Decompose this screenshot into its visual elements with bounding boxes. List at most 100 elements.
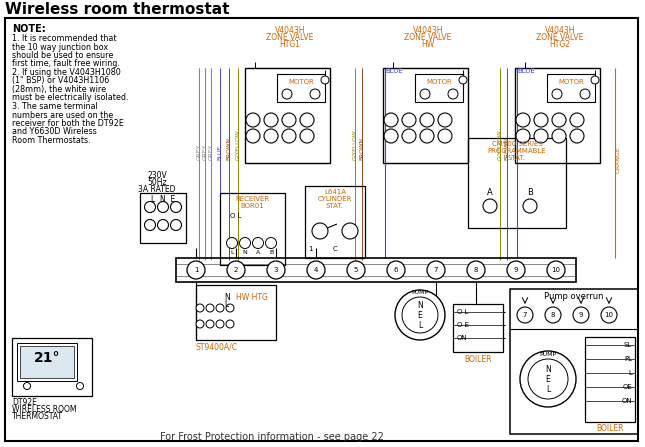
Circle shape [342,223,358,239]
Circle shape [267,261,285,279]
Circle shape [77,383,83,389]
Circle shape [438,113,452,127]
Text: BOR01: BOR01 [241,203,264,209]
Circle shape [347,261,365,279]
Text: BOILER: BOILER [596,424,624,433]
Text: 7: 7 [522,312,527,318]
Circle shape [196,320,204,328]
Circle shape [246,129,260,143]
Text: Room Thermostats.: Room Thermostats. [12,136,91,145]
Circle shape [384,129,398,143]
Circle shape [307,261,325,279]
Text: L  N  E: L N E [151,195,175,204]
Text: PUMP: PUMP [539,351,557,357]
Text: 4: 4 [314,267,318,273]
Circle shape [601,307,617,323]
Text: 1: 1 [308,246,312,252]
Text: L: L [418,320,422,329]
Text: 2: 2 [233,267,238,273]
Text: MOTOR: MOTOR [426,79,452,85]
Text: N: N [224,293,230,302]
Text: BLUE: BLUE [517,68,535,74]
Circle shape [144,202,155,212]
Text: 6: 6 [393,267,398,273]
Text: E: E [417,311,422,320]
Bar [196,285,276,340]
Bar [277,74,325,102]
Text: CYLINDER: CYLINDER [318,196,352,202]
Bar [220,193,285,265]
Text: STAT.: STAT. [508,155,526,161]
Circle shape [534,129,548,143]
Text: G/YELLOW: G/YELLOW [497,130,502,160]
Text: the 10 way junction box: the 10 way junction box [12,42,108,51]
Text: THERMOSTAT: THERMOSTAT [12,412,63,421]
Text: HW: HW [421,40,435,49]
Circle shape [528,359,568,399]
Text: B: B [269,250,273,255]
Bar [17,343,77,381]
Text: L: L [230,250,233,255]
Text: 9: 9 [579,312,583,318]
Text: (28mm), the white wire: (28mm), the white wire [12,85,106,94]
Text: N: N [545,364,551,374]
Circle shape [384,113,398,127]
Bar [515,68,600,163]
Circle shape [591,76,599,84]
Circle shape [516,129,530,143]
Circle shape [282,89,292,99]
Text: BROWN: BROWN [359,137,364,160]
Circle shape [246,113,260,127]
Circle shape [507,261,525,279]
Circle shape [427,261,445,279]
Bar [415,74,463,102]
Text: ON: ON [457,335,468,341]
Text: BLUE: BLUE [217,145,223,160]
Text: MOTOR: MOTOR [288,79,314,85]
Text: 1. It is recommended that: 1. It is recommended that [12,34,117,43]
Text: E: E [546,375,550,384]
Text: GREY: GREY [197,144,201,160]
Circle shape [570,129,584,143]
Text: 10: 10 [551,267,561,273]
Text: 5: 5 [354,267,358,273]
Circle shape [448,89,458,99]
Text: N: N [417,300,423,309]
Text: V4043H: V4043H [275,26,305,35]
Circle shape [580,89,590,99]
Bar [176,258,576,282]
Bar [245,68,330,163]
Text: HTG2: HTG2 [550,40,570,49]
Text: ON: ON [621,398,632,404]
Circle shape [570,113,584,127]
Circle shape [402,297,438,333]
Circle shape [226,304,234,312]
Text: OE: OE [622,384,632,390]
Text: numbers are used on the: numbers are used on the [12,110,114,119]
Circle shape [187,261,205,279]
Text: PL: PL [624,356,632,362]
Text: GREY: GREY [203,144,208,160]
Text: and Y6630D Wireless: and Y6630D Wireless [12,127,97,136]
Circle shape [144,219,155,231]
Circle shape [264,113,278,127]
Bar [305,186,365,258]
Text: ZONE VALVE: ZONE VALVE [404,33,452,42]
Text: 230V: 230V [147,171,167,180]
Text: A: A [487,188,493,197]
Text: O E: O E [457,322,469,328]
Bar [510,289,638,434]
Text: N: N [243,250,248,255]
Text: 50Hz: 50Hz [147,178,167,187]
Text: BROWN: BROWN [504,137,510,160]
Circle shape [395,290,445,340]
Circle shape [300,113,314,127]
Text: For Frost Protection information - see page 22: For Frost Protection information - see p… [160,432,384,442]
Text: 21°: 21° [34,351,60,365]
Text: 9: 9 [514,267,518,273]
Circle shape [196,304,204,312]
Text: STAT.: STAT. [326,203,344,209]
Circle shape [420,129,434,143]
Text: 10: 10 [604,312,613,318]
Circle shape [157,202,168,212]
